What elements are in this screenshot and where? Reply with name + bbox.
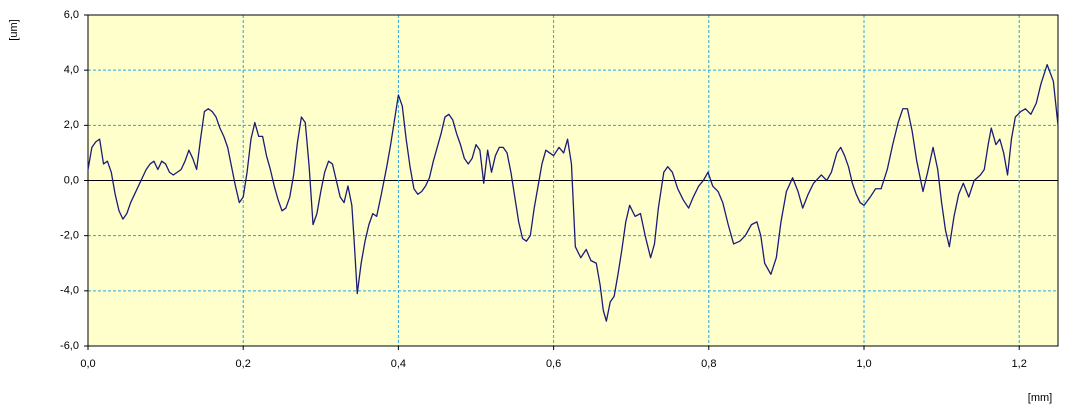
x-tick-label: 0,6 xyxy=(546,358,561,370)
x-tick-label: 1,0 xyxy=(856,358,871,370)
x-tick-label: 0,8 xyxy=(701,358,716,370)
profile-line xyxy=(87,64,1059,322)
y-tick-label: 4,0 xyxy=(64,64,79,76)
y-tick-label: 2,0 xyxy=(64,119,79,131)
y-axis-label: [um] xyxy=(8,19,20,40)
y-tick-label: -2,0 xyxy=(60,230,79,242)
y-tick-label: -4,0 xyxy=(60,285,79,297)
x-axis-label: [mm] xyxy=(1028,392,1052,404)
y-tick-label: -6,0 xyxy=(60,340,79,352)
y-tick-label: 6,0 xyxy=(64,9,79,21)
plot-border xyxy=(87,14,1059,347)
x-tick-label: 0,0 xyxy=(80,358,95,370)
x-tick-label: 0,4 xyxy=(391,358,406,370)
x-tick-label: 1,2 xyxy=(1012,358,1027,370)
y-tick-label: 0,0 xyxy=(64,174,79,186)
x-tick-label: 0,2 xyxy=(236,358,251,370)
